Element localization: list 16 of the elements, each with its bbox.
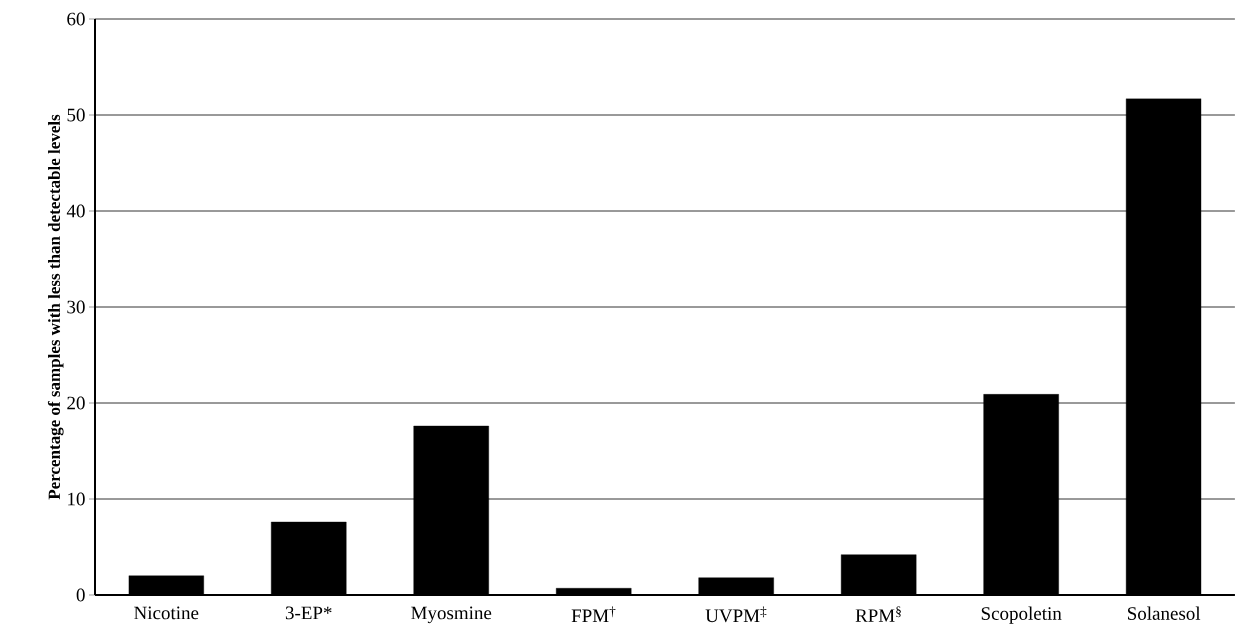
x-tick-label: Scopoletin [981,606,1062,624]
x-tick-label: Nicotine [134,606,199,620]
y-tick-label: 0 [76,588,85,602]
x-tick-label: UVPM$^{‡}$ [705,606,767,623]
y-tick-label: 40 [66,204,85,218]
y-tick-label: 50 [67,108,85,122]
x-tick-label: RPM$^{§}$ [855,606,901,622]
y-tick-label: 30 [67,300,85,314]
y-axis-title: Percentage of samples with less than detectable levels [47,114,64,500]
x-tick-label: Myosmine [411,606,492,624]
x-tick-label: Solanesol [1127,606,1201,620]
y-tick-label: 60 [67,12,85,26]
x-tick-label: 3-EP* [285,606,332,620]
y-tick-label: 10 [68,492,85,506]
y-tick-label: 20 [67,396,85,410]
x-tick-label: FPM$^{†}$ [571,606,616,623]
